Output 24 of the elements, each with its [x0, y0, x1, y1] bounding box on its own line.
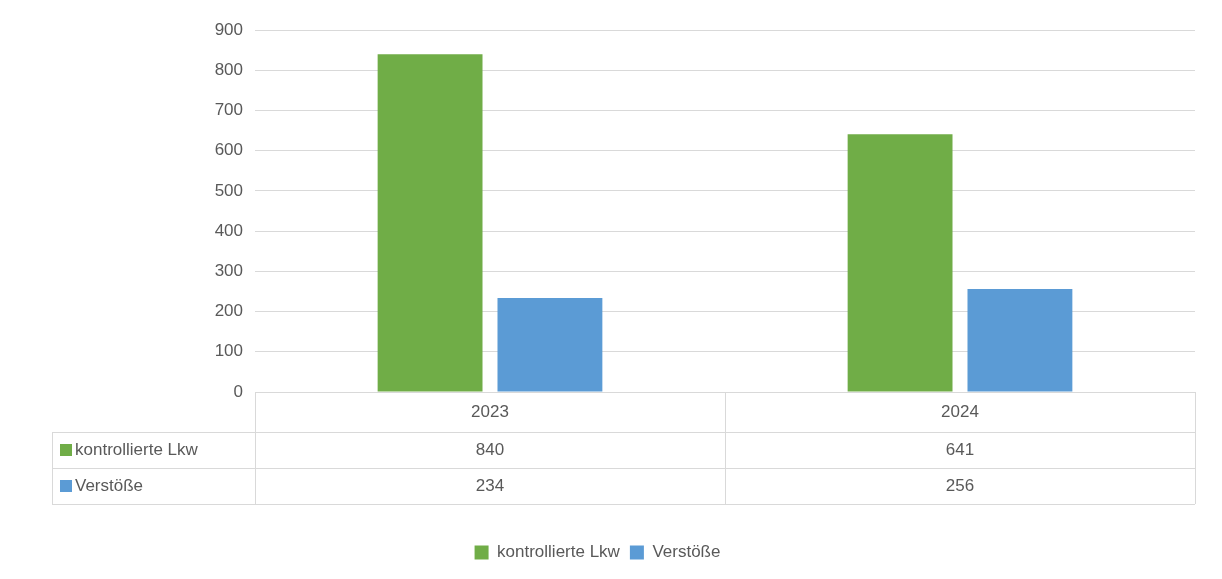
data-label: 840 [475, 439, 505, 459]
y-tick-label: 100 [214, 341, 243, 361]
y-tick-label: 600 [214, 140, 243, 160]
y-tick-label: 500 [214, 180, 243, 200]
y-tick-label: 800 [214, 59, 243, 79]
x-tick-label: 2024 [941, 401, 979, 421]
legend-label: kontrollierte Lkw [497, 542, 621, 562]
bar [847, 134, 953, 392]
y-tick-label: 400 [214, 220, 243, 240]
bar [377, 54, 483, 392]
y-tick-label: 200 [214, 301, 243, 321]
y-tick-label: 0 [233, 381, 243, 401]
bar [497, 297, 603, 392]
text: kontrollierte Lkw [75, 439, 198, 459]
y-tick-label: 300 [214, 261, 243, 281]
bar [967, 289, 1073, 392]
legend-label: Verstöße [652, 542, 721, 562]
data-label: 641 [945, 439, 975, 459]
y-tick-label: 700 [214, 100, 243, 120]
text: Verstöße [75, 475, 144, 495]
x-tick-label: 2023 [471, 401, 509, 421]
y-tick-label: 900 [214, 19, 243, 39]
data-label: 256 [945, 475, 975, 495]
data-label: 234 [475, 475, 505, 495]
